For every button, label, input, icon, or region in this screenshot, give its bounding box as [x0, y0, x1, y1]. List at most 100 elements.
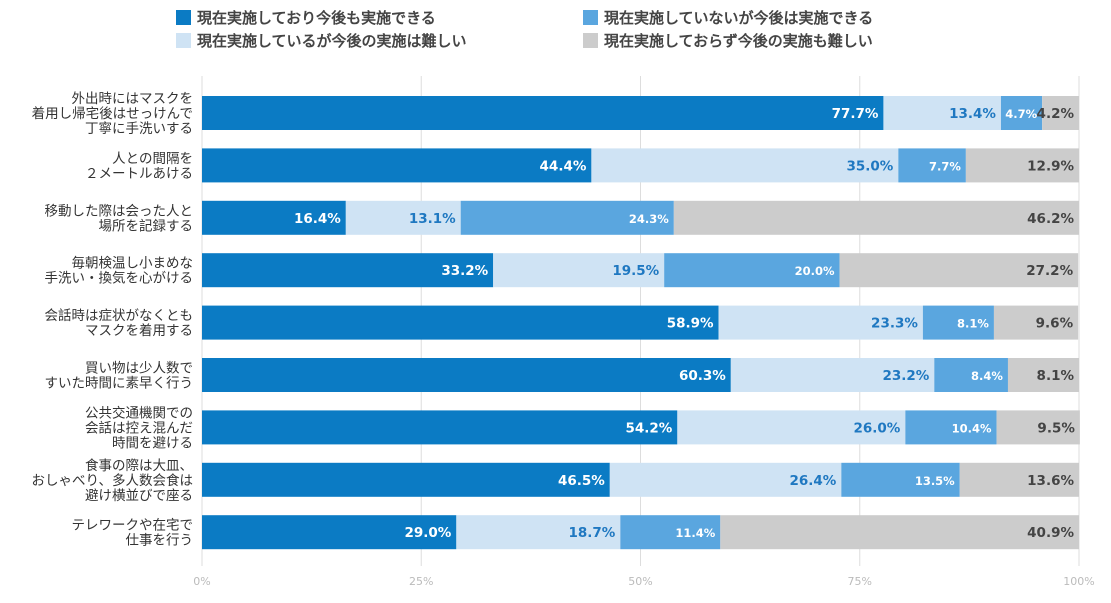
data-label: 23.3%: [871, 316, 918, 332]
legend-label: 現在実施しているが今後の実施は難しい: [197, 32, 467, 50]
category-label: 仕事を行う: [126, 533, 194, 549]
data-label: 4.7%: [1005, 107, 1037, 121]
legend-swatch: [583, 10, 598, 25]
x-tick-label: 0%: [193, 575, 210, 588]
data-label: 9.5%: [1037, 420, 1075, 436]
x-tick-label: 75%: [848, 575, 872, 588]
bar-segment: [905, 410, 997, 445]
category-label: 毎朝検温し小まめな: [72, 256, 194, 272]
bar-segment: [720, 515, 1079, 550]
bar-segment: [993, 305, 1079, 340]
data-label: 13.4%: [949, 106, 996, 122]
category-label: 買い物は少人数で: [85, 361, 193, 377]
data-label: 4.2%: [1037, 106, 1075, 122]
data-label: 13.5%: [915, 474, 955, 488]
legend-label: 現在実施しており今後も実施できる: [197, 9, 436, 27]
category-label: 着用し帰宅後はせっけんで: [32, 105, 193, 122]
bar-segment: [456, 515, 621, 550]
data-label: 46.5%: [558, 473, 605, 489]
bar-segment: [591, 148, 899, 183]
data-label: 24.3%: [629, 212, 669, 226]
category-label: テレワークや在宅で: [72, 518, 194, 534]
data-label: 26.4%: [789, 473, 836, 489]
bar-segment: [996, 410, 1080, 445]
category-label: マスクを着用する: [85, 322, 193, 339]
bar-segment: [202, 96, 884, 130]
data-label: 77.7%: [832, 106, 879, 122]
bar-segment: [609, 462, 842, 497]
bar-segment: [718, 305, 923, 340]
category-label: 時間を避ける: [112, 435, 193, 451]
data-label: 18.7%: [568, 525, 615, 541]
data-label: 11.4%: [675, 526, 715, 540]
bar-segment: [1007, 358, 1079, 392]
bar-segment: [202, 148, 592, 183]
bar-segment: [493, 253, 665, 288]
bar-segment: [677, 410, 906, 445]
bar-segment: [202, 200, 346, 235]
category-label: すいた時間に素早く行う: [45, 376, 194, 392]
legend-swatch: [176, 33, 191, 48]
category-label: 食事の際は大皿、: [85, 457, 193, 474]
data-label: 23.2%: [882, 368, 929, 384]
bar-segment: [898, 148, 966, 183]
data-label: 19.5%: [612, 263, 659, 279]
bar-segment: [839, 253, 1079, 288]
category-label: 場所を記録する: [99, 217, 194, 234]
bar-segment: [934, 358, 1008, 392]
category-label: 会話時は症状がなくとも: [45, 307, 194, 324]
category-label: 避け横並びで座る: [85, 488, 193, 504]
data-label: 7.7%: [929, 159, 961, 173]
data-label: 44.4%: [540, 158, 587, 174]
category-label: 外出時にはマスクを: [72, 91, 194, 107]
bar-segment: [460, 200, 674, 235]
category-label: ２メートルあける: [85, 166, 193, 182]
data-label: 35.0%: [846, 158, 893, 174]
bar-segment: [841, 462, 960, 497]
bar-segment: [965, 148, 1079, 183]
bar-segment: [1042, 96, 1079, 130]
data-label: 13.6%: [1027, 473, 1074, 489]
data-label: 60.3%: [679, 368, 726, 384]
data-label: 40.9%: [1027, 525, 1074, 541]
bar-segment: [673, 200, 1079, 235]
bar-segment: [922, 305, 994, 340]
data-label: 8.1%: [1037, 368, 1075, 384]
category-label: 公共交通機関での: [85, 404, 193, 421]
data-label: 12.9%: [1027, 158, 1074, 174]
bar-segment: [664, 253, 840, 288]
data-label: 20.0%: [795, 264, 835, 278]
bar-segment: [620, 515, 721, 550]
legend-swatch: [176, 10, 191, 25]
data-label: 8.1%: [957, 317, 989, 331]
x-tick-label: 25%: [409, 575, 433, 588]
data-label: 33.2%: [441, 263, 488, 279]
data-label: 27.2%: [1026, 263, 1073, 279]
data-label: 16.4%: [294, 211, 341, 227]
x-tick-label: 50%: [628, 575, 652, 588]
data-label: 46.2%: [1027, 211, 1074, 227]
legend-label: 現在実施しておらず今後の実施も難しい: [604, 32, 873, 50]
data-label: 29.0%: [404, 525, 451, 541]
bar-segment: [202, 253, 494, 288]
bar-segment: [959, 462, 1079, 497]
bar-segment: [883, 96, 1001, 130]
data-label: 26.0%: [854, 420, 901, 436]
data-label: 9.6%: [1036, 316, 1074, 332]
category-label: おしゃべり、多人数会食は: [32, 472, 193, 489]
legend-label: 現在実施していないが今後は実施できる: [604, 9, 873, 27]
bar-segment: [345, 200, 461, 235]
bar-segment: [202, 410, 678, 445]
bar-segment: [202, 515, 457, 550]
category-label: 移動した際は会った人と: [45, 203, 194, 219]
bar-segment: [202, 462, 610, 497]
x-tick-label: 100%: [1063, 575, 1094, 588]
category-label: 丁寧に手洗いする: [85, 120, 193, 137]
data-label: 54.2%: [625, 420, 672, 436]
legend-swatch: [583, 33, 598, 48]
bar-segment: [730, 358, 935, 392]
category-label: 会話は控え混んだ: [85, 419, 193, 436]
category-label: 手洗い・換気を心がける: [45, 271, 194, 287]
bar-segment: [202, 358, 731, 392]
